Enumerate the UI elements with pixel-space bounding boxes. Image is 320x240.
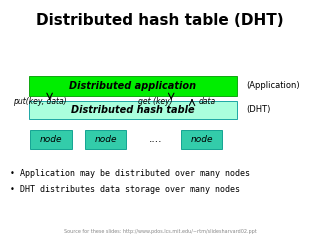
FancyBboxPatch shape xyxy=(181,130,222,149)
FancyBboxPatch shape xyxy=(29,101,237,119)
Text: Source for these slides: http://www.pdos.lcs.mit.edu/~rtm/slidesharvard02.ppt: Source for these slides: http://www.pdos… xyxy=(64,229,256,234)
FancyBboxPatch shape xyxy=(30,130,72,149)
Text: node: node xyxy=(94,135,117,144)
Text: (Application): (Application) xyxy=(246,81,300,90)
Text: (DHT): (DHT) xyxy=(246,105,271,114)
FancyBboxPatch shape xyxy=(85,130,126,149)
Text: node: node xyxy=(190,135,213,144)
Text: put(key, data): put(key, data) xyxy=(13,97,67,106)
Text: • Application may be distributed over many nodes: • Application may be distributed over ma… xyxy=(10,169,250,179)
Text: data: data xyxy=(198,97,216,106)
Text: ....: .... xyxy=(148,134,162,144)
Text: Distributed application: Distributed application xyxy=(69,81,196,91)
FancyBboxPatch shape xyxy=(29,76,237,96)
Text: • DHT distributes data storage over many nodes: • DHT distributes data storage over many… xyxy=(10,185,240,194)
Text: get (key): get (key) xyxy=(138,97,172,106)
Text: Distributed hash table: Distributed hash table xyxy=(71,105,195,115)
Text: node: node xyxy=(40,135,62,144)
Text: Distributed hash table (DHT): Distributed hash table (DHT) xyxy=(36,13,284,28)
